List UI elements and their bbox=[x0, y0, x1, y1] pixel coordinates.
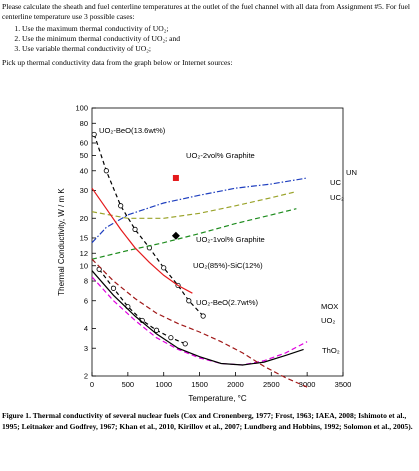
y-axis-label: Thermal Conductivity, W / m K bbox=[57, 188, 66, 296]
curve-label: ThO₂ bbox=[322, 346, 340, 355]
assignment-text: Please calculate the sheath and fuel cen… bbox=[2, 2, 416, 68]
chart-series bbox=[91, 131, 308, 388]
curve-label: UO₂(85%)-SiC(12%) bbox=[193, 261, 263, 270]
case-item: Use the maximum thermal conductivity of … bbox=[22, 24, 416, 34]
case-item: Use variable thermal conductivity of UO₂… bbox=[22, 44, 416, 54]
data-point bbox=[182, 341, 188, 347]
series-line bbox=[98, 268, 186, 345]
x-tick-label: 3000 bbox=[299, 380, 316, 389]
figure-caption: Figure 1. Thermal conductivity of severa… bbox=[2, 410, 416, 432]
series-line bbox=[91, 191, 297, 219]
series-line bbox=[91, 270, 304, 366]
y-tick-label: 3 bbox=[84, 344, 88, 353]
y-tick-label: 100 bbox=[75, 104, 88, 113]
data-point bbox=[168, 335, 174, 341]
y-tick-label: 2 bbox=[84, 372, 88, 381]
y-tick-label: 15 bbox=[80, 234, 88, 243]
data-point bbox=[103, 168, 109, 174]
data-point bbox=[118, 203, 124, 209]
y-tick-label: 20 bbox=[80, 214, 88, 223]
data-point bbox=[132, 226, 138, 232]
x-tick-label: 3500 bbox=[335, 380, 352, 389]
y-tick-label: 60 bbox=[80, 139, 88, 148]
y-tick-label: 80 bbox=[80, 119, 88, 128]
y-tick-label: 6 bbox=[84, 296, 88, 305]
y-tick-label: 12 bbox=[80, 249, 88, 258]
data-point bbox=[153, 327, 160, 333]
case-item: Use the minimum thermal conductivity of … bbox=[22, 34, 416, 44]
x-tick-label: 1500 bbox=[191, 380, 208, 389]
curve-label: UO₂-BeO(2.7wt%) bbox=[196, 298, 258, 307]
x-tick-label: 500 bbox=[122, 380, 135, 389]
series-line bbox=[91, 276, 308, 366]
y-tick-label: 30 bbox=[80, 186, 88, 195]
data-point bbox=[110, 285, 117, 291]
series-line bbox=[91, 177, 308, 244]
y-tick-label: 40 bbox=[80, 166, 88, 175]
chart-axes: 0 500 1000 1500 2000 2500 3000 3500 2 3 4 6 8 10 12 15 2… bbox=[57, 104, 351, 403]
series-line bbox=[91, 258, 308, 388]
data-point bbox=[161, 265, 167, 271]
curve-label: UC₂ bbox=[330, 193, 344, 202]
data-point bbox=[200, 313, 206, 319]
curve-label: UN bbox=[346, 168, 357, 177]
data-point bbox=[186, 298, 192, 304]
x-axis-label: Temperature, °C bbox=[188, 394, 247, 403]
thermal-conductivity-chart: 0 500 1000 1500 2000 2500 3000 3500 2 3 4 6 8 10 12 15 2… bbox=[57, 104, 357, 403]
series-line bbox=[91, 208, 297, 260]
y-tick-label: 8 bbox=[84, 277, 88, 286]
figure-caption-text: Thermal conductivity of several nuclear … bbox=[2, 411, 413, 431]
data-point bbox=[91, 131, 97, 138]
curve-label: UO₂ bbox=[321, 316, 335, 325]
y-tick-label: 4 bbox=[84, 324, 88, 333]
x-tick-label: 0 bbox=[90, 380, 94, 389]
series-line bbox=[91, 187, 193, 294]
intro-paragraph: Please calculate the sheath and fuel cen… bbox=[2, 2, 411, 21]
x-tick-label: 1000 bbox=[155, 380, 172, 389]
figure-label: Figure 1. bbox=[2, 411, 31, 420]
data-marker bbox=[171, 231, 180, 240]
curve-label: UO₂-2vol% Graphite bbox=[186, 151, 255, 160]
curve-label: UO₂-1vol% Graphite bbox=[196, 235, 265, 244]
y-tick-label: 50 bbox=[80, 151, 88, 160]
x-tick-label: 2000 bbox=[227, 380, 244, 389]
curve-label: MOX bbox=[321, 302, 338, 311]
pick-up-text: Pick up thermal conductivity data from t… bbox=[2, 58, 233, 67]
case-list: Use the maximum thermal conductivity of … bbox=[2, 24, 416, 54]
chart-labels: UO₂-BeO(13.6wt%) UO₂-2vol% Graphite UN UC UC… bbox=[99, 126, 357, 355]
y-tick-label: 10 bbox=[80, 261, 88, 270]
curve-label: UC bbox=[330, 178, 341, 187]
curve-label: UO₂-BeO(13.6wt%) bbox=[99, 126, 166, 135]
x-tick-label: 2500 bbox=[263, 380, 280, 389]
data-marker bbox=[172, 174, 179, 181]
